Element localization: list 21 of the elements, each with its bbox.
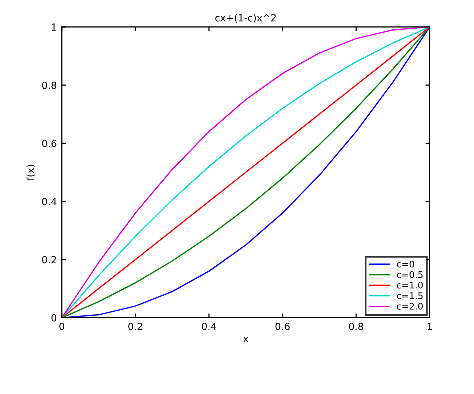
legend-label: c=0.5 [397,271,423,278]
y-axis-title: f(x) [26,165,36,181]
legend-label: c=1.0 [397,282,423,289]
y-tick-label: 0.4 [42,198,57,206]
y-tick-label: 0.6 [42,140,57,148]
chart-title: cx+(1-c)x^2 [216,14,276,23]
x-tick-label: 1 [428,323,432,330]
x-tick-label: 0.2 [128,322,142,330]
line-series [62,27,430,318]
y-tick-label: 1 [52,24,56,31]
legend-label: c=1.5 [397,292,423,300]
legend-label: c=0 [397,260,414,268]
y-tick-label: 0.8 [42,82,57,90]
y-tick-label: 0.2 [42,256,56,264]
y-tick-label: 0 [52,314,57,322]
x-tick-label: 0.8 [349,322,364,330]
x-axis-title: x [243,337,249,342]
x-tick-label: 0.6 [276,322,290,330]
legend-label: c=2.0 [397,303,423,310]
x-tick-label: 0.4 [202,322,216,330]
x-tick-label: 0 [60,322,65,330]
